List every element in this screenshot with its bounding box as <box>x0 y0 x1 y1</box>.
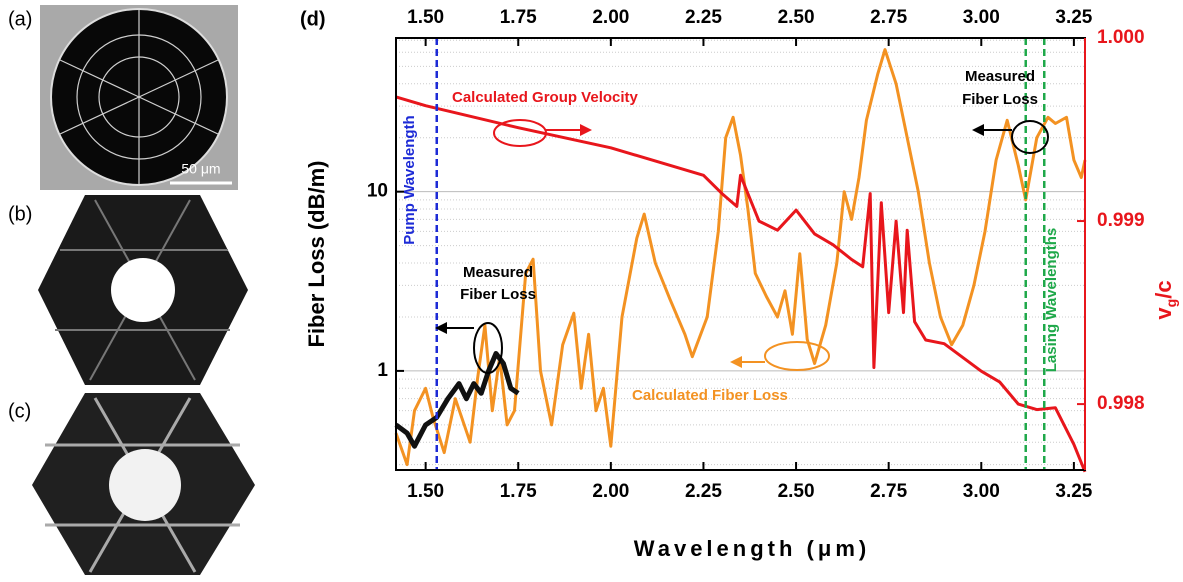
x-tick-label: 2.75 <box>870 481 907 502</box>
x-tick-label: 2.25 <box>685 481 722 502</box>
plot: 1 10 0.998 0.999 1.000 1.50 1.50 1.75 1.75 2.00 2.… <box>367 7 1145 502</box>
y-tick-label: 1 <box>377 360 388 381</box>
panel-label: (c) <box>8 400 31 422</box>
annotation-arrows <box>435 119 1049 374</box>
y-tick-label: 10 <box>367 181 388 202</box>
y2-tick-label: 1.000 <box>1097 27 1145 48</box>
y2-label-sub: g <box>1163 299 1179 308</box>
y-axis-label: Fiber Loss (dB/m) <box>304 160 329 347</box>
y2-tick-label: 0.999 <box>1097 210 1145 231</box>
x-top-tick-label: 3.25 <box>1055 7 1092 28</box>
x-top-tick-label: 2.50 <box>778 7 815 28</box>
x-top-tick-label: 1.50 <box>407 7 444 28</box>
pump-label: Pump Wavelength <box>401 115 418 244</box>
mode-spot <box>109 449 181 521</box>
measured-label: Fiber Loss <box>962 91 1038 108</box>
measured-label: Measured <box>965 68 1035 85</box>
panel-label: (a) <box>8 8 32 30</box>
mode-spot <box>111 258 175 322</box>
y2-label-main: v <box>1151 307 1176 320</box>
x-axis-label: Wavelength (μm) <box>634 536 870 561</box>
x-top-tick-label: 2.00 <box>592 7 629 28</box>
x-top-tick-label: 1.75 <box>500 7 537 28</box>
panel-label: (b) <box>8 203 32 225</box>
y2-tick-label: 0.998 <box>1097 393 1145 414</box>
group-velocity-label: Calculated Group Velocity <box>452 89 639 106</box>
x-tick-label: 1.75 <box>500 481 537 502</box>
x-tick-label: 2.50 <box>778 481 815 502</box>
x-tick-label: 3.00 <box>963 481 1000 502</box>
measured-label: Fiber Loss <box>460 286 536 303</box>
x-top-tick-label: 2.25 <box>685 7 722 28</box>
panel-label: (d) <box>300 8 326 30</box>
x-top-tick-label: 2.75 <box>870 7 907 28</box>
measured-label: Measured <box>463 264 533 281</box>
x-tick-label: 1.50 <box>407 481 444 502</box>
scale-bar-label: 50 μm <box>181 161 220 177</box>
fiber-web <box>59 10 219 184</box>
y2-axis-label: vg/c <box>1151 280 1179 319</box>
lasing-label: Lasing Wavelengths <box>1043 228 1060 372</box>
fiber-loss-label: Calculated Fiber Loss <box>632 387 788 404</box>
x-tick-label: 3.25 <box>1055 481 1092 502</box>
x-top-tick-label: 3.00 <box>963 7 1000 28</box>
y2-label-rest: /c <box>1151 280 1176 298</box>
series-line <box>395 95 1087 473</box>
x-tick-label: 2.00 <box>592 481 629 502</box>
